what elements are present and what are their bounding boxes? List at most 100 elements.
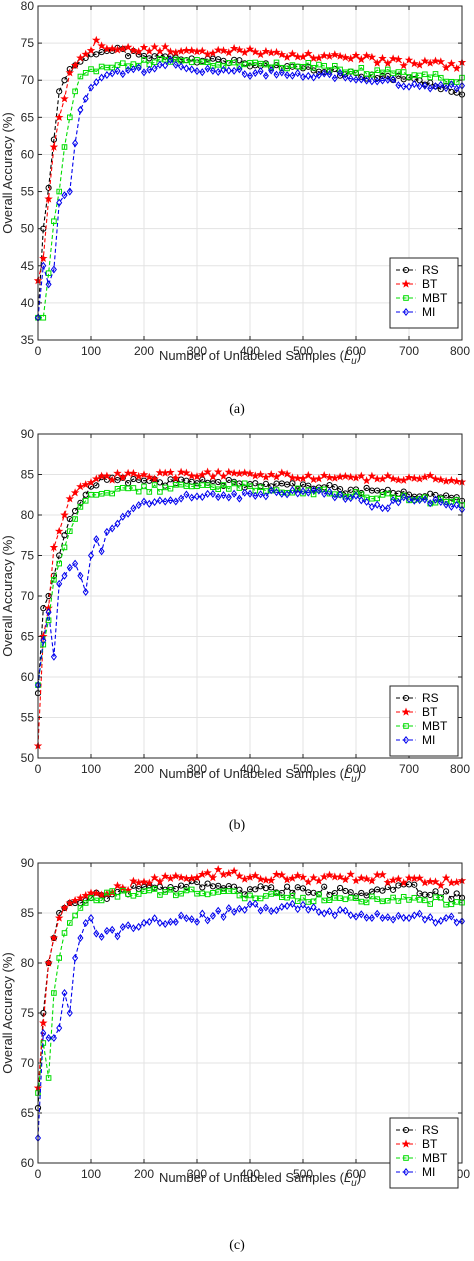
series-mi: [34, 899, 466, 1143]
data-point-bt: [76, 893, 85, 902]
data-point-mi: [204, 489, 211, 498]
data-point-bt: [404, 873, 414, 882]
data-point-mi: [310, 903, 317, 912]
data-point-bt: [288, 873, 297, 882]
data-point-mbt: [263, 893, 269, 899]
data-point-mbt: [257, 60, 264, 67]
data-point-mi: [421, 915, 428, 924]
data-point-mi: [119, 70, 126, 79]
data-point-mbt: [120, 60, 126, 66]
data-point-mi: [50, 1033, 57, 1043]
data-point-mbt: [432, 894, 439, 901]
data-point-mi: [66, 563, 73, 572]
data-point-bt: [54, 913, 64, 922]
data-point-bt: [383, 471, 393, 480]
data-point-mi: [384, 75, 391, 84]
data-point-mi: [209, 911, 216, 920]
data-point-mi: [140, 68, 148, 77]
data-point-mi: [268, 486, 275, 495]
data-point-mbt: [422, 897, 428, 904]
data-point-rs: [257, 883, 264, 890]
data-point-mi: [114, 66, 121, 76]
data-point-bt: [277, 468, 287, 477]
data-point-mi: [347, 911, 354, 920]
data-point-bt: [240, 468, 249, 477]
data-point-bt: [60, 510, 69, 519]
data-point-mbt: [294, 63, 301, 70]
legend-label-mbt: MBT: [422, 291, 448, 305]
data-point-bt: [288, 473, 297, 482]
data-point-bt: [452, 63, 461, 73]
data-point-mbt: [363, 71, 370, 77]
data-point-mbt: [157, 892, 163, 898]
data-point-mbt: [40, 641, 47, 648]
y-tick-label: 80: [21, 0, 35, 13]
data-point-bt: [314, 876, 324, 885]
data-point-mbt: [93, 492, 100, 498]
data-point-mi: [416, 82, 423, 91]
data-point-mi: [448, 502, 455, 511]
data-point-mbt: [104, 489, 110, 496]
data-point-mbt: [353, 895, 359, 901]
data-point-mbt: [342, 896, 349, 903]
data-point-mbt: [61, 930, 68, 936]
data-point-bt: [436, 881, 446, 890]
data-point-mi: [299, 900, 307, 909]
data-point-mi: [135, 501, 142, 510]
data-point-mbt: [395, 69, 402, 75]
data-point-mbt: [273, 890, 280, 897]
x-tick-label: 400: [240, 344, 260, 358]
legend-box: [389, 685, 459, 757]
data-point-mbt: [93, 68, 100, 75]
legend-box: [389, 1117, 459, 1189]
data-point-mi: [246, 71, 254, 80]
data-point-mi: [82, 94, 89, 103]
data-point-mi: [114, 932, 121, 941]
data-point-bt: [388, 474, 398, 483]
data-point-bt: [346, 472, 355, 481]
data-point-mbt: [199, 890, 206, 897]
data-point-mi: [289, 71, 296, 80]
data-point-rs: [252, 886, 259, 893]
data-point-rs: [289, 480, 296, 487]
data-point-mbt: [194, 483, 200, 490]
y-tick-label: 50: [21, 751, 35, 765]
data-point-bt: [447, 59, 456, 68]
data-point-bt: [357, 873, 366, 882]
legend-label-bt: BT: [422, 1137, 438, 1151]
data-point-mbt: [173, 482, 179, 488]
data-point-mbt: [220, 888, 227, 895]
data-point-mi: [193, 917, 201, 926]
data-point-rs: [284, 883, 291, 890]
data-point-mbt: [390, 494, 396, 501]
data-point-rs: [215, 882, 222, 889]
data-point-mbt: [416, 897, 423, 903]
data-point-mbt: [363, 494, 370, 501]
data-point-bt: [410, 473, 419, 482]
data-point-rs: [379, 887, 386, 894]
data-point-mi: [390, 496, 397, 505]
data-point-mi: [236, 494, 243, 503]
data-point-mi: [268, 66, 275, 75]
data-point-bt: [54, 112, 64, 121]
data-point-mbt: [204, 482, 211, 488]
data-point-mi: [246, 900, 254, 909]
data-point-mi: [432, 82, 439, 91]
data-point-mbt: [438, 894, 444, 901]
data-point-mi: [225, 904, 232, 913]
data-point-mi: [342, 73, 349, 82]
data-point-rs: [299, 885, 307, 892]
data-point-mbt: [82, 70, 89, 76]
data-point-bt: [208, 472, 218, 481]
data-point-bt: [399, 475, 408, 484]
data-point-mi: [93, 929, 100, 938]
data-point-mbt: [130, 893, 137, 899]
data-point-bt: [166, 47, 175, 56]
data-point-mbt: [337, 66, 343, 73]
data-point-mi: [384, 913, 391, 922]
data-point-mbt: [125, 891, 131, 897]
data-point-mi: [87, 913, 95, 923]
data-point-mbt: [120, 887, 126, 894]
data-point-rs: [40, 605, 47, 612]
data-point-mbt: [400, 893, 407, 900]
